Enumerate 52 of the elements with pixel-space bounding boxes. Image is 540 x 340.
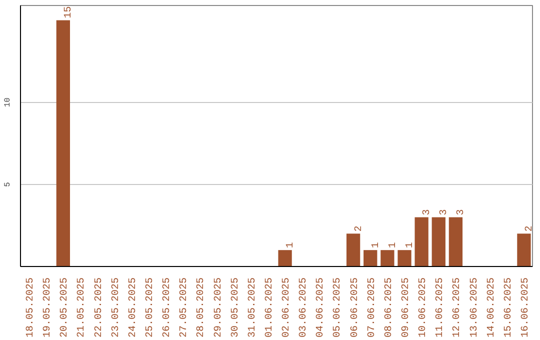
x-tick-label: 29.05.2025: [213, 277, 224, 338]
bar: [398, 250, 412, 266]
x-tick-label: 23.05.2025: [110, 277, 122, 338]
x-tick-label: 28.05.2025: [196, 277, 208, 338]
data-label: 3: [422, 209, 434, 216]
bar: [414, 217, 428, 266]
data-label: 1: [370, 242, 382, 248]
data-label: 2: [354, 226, 365, 232]
x-tick-label: 12.06.2025: [452, 277, 464, 338]
data-label: 3: [439, 209, 450, 216]
x-tick-label: 30.05.2025: [230, 277, 242, 338]
bar: [346, 234, 360, 266]
x-tick-label: 11.06.2025: [435, 277, 446, 338]
bar: [364, 250, 378, 266]
data-label: 3: [456, 209, 468, 216]
x-tick-label: 05.06.2025: [332, 277, 344, 338]
bar: [56, 20, 70, 266]
x-tick-label: 02.06.2025: [282, 277, 293, 338]
x-tick-label: 06.06.2025: [350, 277, 361, 338]
bar: [432, 217, 446, 266]
x-tick-label: 07.06.2025: [366, 277, 378, 338]
bar: [448, 217, 463, 266]
x-tick-label: 03.06.2025: [298, 277, 310, 338]
x-tick-label: 26.05.2025: [162, 277, 174, 338]
x-tick-label: 25.05.2025: [145, 277, 156, 338]
x-tick-label: 16.06.2025: [520, 277, 532, 338]
data-label: 1: [388, 242, 399, 248]
data-label: 1: [286, 242, 297, 248]
x-tick-label: 09.06.2025: [401, 277, 412, 338]
data-label: 2: [524, 226, 536, 232]
x-tick-label: 10.06.2025: [418, 277, 430, 338]
x-tick-label: 08.06.2025: [384, 277, 395, 338]
y-tick-label: 5: [4, 182, 12, 187]
data-label: 1: [405, 242, 416, 248]
bar: [278, 250, 292, 266]
x-tick-label: 18.05.2025: [26, 277, 37, 338]
x-tick-label: 20.05.2025: [60, 277, 71, 338]
x-tick-label: 15.06.2025: [503, 277, 514, 338]
x-tick-label: 04.06.2025: [316, 277, 327, 338]
x-tick-label: 24.05.2025: [128, 277, 139, 338]
x-tick-label: 14.06.2025: [486, 277, 498, 338]
data-label: 15: [64, 6, 75, 18]
x-tick-label: 31.05.2025: [247, 277, 258, 338]
bar: [517, 234, 531, 266]
x-tick-label: 01.06.2025: [264, 277, 276, 338]
x-tick-label: 19.05.2025: [42, 277, 54, 338]
x-tick-label: 13.06.2025: [469, 277, 480, 338]
x-tick-label: 21.05.2025: [76, 277, 88, 338]
x-tick-label: 22.05.2025: [94, 277, 105, 338]
x-tick-label: 27.05.2025: [179, 277, 190, 338]
y-tick-label: 10: [4, 97, 12, 108]
bar: [380, 250, 394, 266]
